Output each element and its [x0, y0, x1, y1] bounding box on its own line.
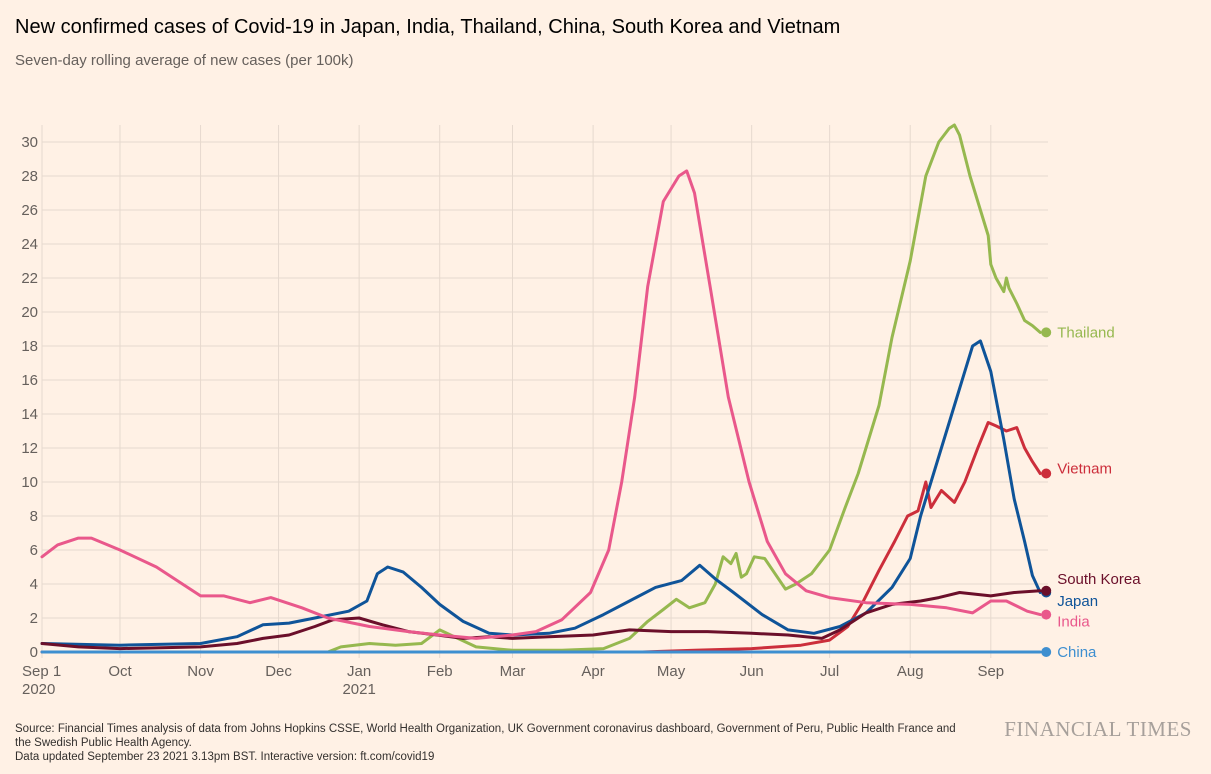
series-line-japan: [40, 339, 1042, 647]
series-label-south-korea: South Korea: [1057, 571, 1141, 588]
x-tick-label: Nov: [187, 663, 214, 680]
series-line-south-korea: [40, 589, 1042, 651]
y-tick-label: 28: [21, 168, 38, 185]
series-label-vietnam: Vietnam: [1057, 460, 1112, 477]
series-end-dot-india: [1041, 609, 1052, 620]
x-tick-label: Jul: [820, 663, 839, 680]
x-tick-label: Sep 1: [22, 663, 61, 680]
series-end-dot-china: [1041, 647, 1052, 657]
y-tick-label: 0: [30, 644, 38, 661]
chart-title: New confirmed cases of Covid-19 in Japan…: [15, 16, 840, 38]
x-tick-label: Jan: [347, 663, 371, 680]
y-tick-label: 24: [21, 236, 38, 253]
y-tick-label: 8: [30, 508, 38, 525]
series-label-india: India: [1057, 613, 1090, 630]
y-tick-label: 14: [21, 406, 38, 423]
series-label-china: China: [1057, 644, 1097, 661]
series-line-india: [40, 169, 1042, 640]
y-tick-label: 12: [21, 440, 38, 457]
series-lines: [40, 123, 1052, 657]
series-end-dot-south-korea: [1041, 585, 1052, 596]
y-tick-label: 30: [21, 134, 38, 151]
x-tick-label: Oct: [108, 663, 132, 680]
y-tick-label: 26: [21, 202, 38, 219]
x-tick-label: Aug: [897, 663, 924, 680]
chart-subtitle: Seven-day rolling average of new cases (…: [15, 52, 354, 69]
y-tick-label: 6: [30, 542, 38, 559]
ft-logo: FINANCIAL TIMES: [1004, 717, 1192, 741]
series-end-dot-vietnam: [1041, 468, 1052, 479]
source-note-line2: the Swedish Public Health Agency.: [15, 737, 192, 749]
source-note-line1: Source: Financial Times analysis of data…: [15, 723, 956, 735]
series-line-vietnam: [40, 421, 1042, 654]
y-tick-label: 10: [21, 474, 38, 491]
y-tick-label: 18: [21, 338, 38, 355]
x-tick-label: Mar: [500, 663, 526, 680]
x-tick-sublabel: 2021: [342, 681, 375, 698]
y-tick-label: 22: [21, 270, 38, 287]
y-tick-label: 20: [21, 304, 38, 321]
series-label-thailand: Thailand: [1057, 324, 1115, 341]
update-note: Data updated September 23 2021 3.13pm BS…: [15, 751, 434, 763]
x-tick-label: Apr: [581, 663, 604, 680]
y-tick-label: 4: [30, 576, 38, 593]
x-tick-label: Feb: [427, 663, 453, 680]
x-tick-label: May: [657, 663, 686, 680]
series-label-japan: Japan: [1057, 593, 1098, 610]
series-labels: Thailand Vietnam Japan South Korea India Chin…: [1057, 324, 1141, 661]
series-end-dot-thailand: [1041, 327, 1052, 338]
x-tick-label: Jun: [740, 663, 764, 680]
series-line-thailand: [326, 123, 1042, 654]
x-tick-label: Sep: [977, 663, 1004, 680]
x-tick-label: Dec: [265, 663, 292, 680]
x-tick-sublabel: 2020: [22, 681, 55, 698]
y-tick-label: 16: [21, 372, 38, 389]
y-tick-label: 2: [30, 610, 38, 627]
